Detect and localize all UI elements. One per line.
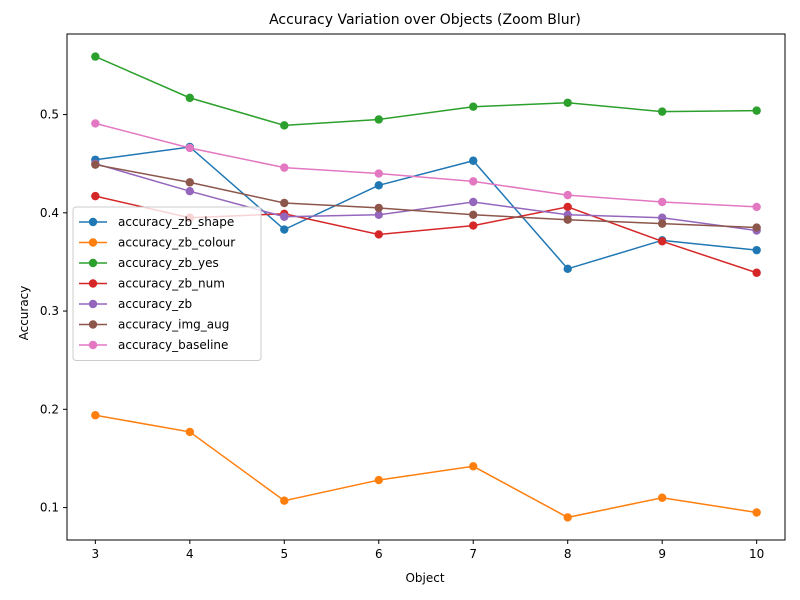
y-tick-label: 0.4	[40, 206, 59, 220]
data-point-accuracy_img_aug	[563, 215, 572, 224]
data-point-accuracy_zb_colour	[469, 462, 478, 471]
data-point-accuracy_img_aug	[657, 219, 667, 228]
data-point-accuracy_zb_colour	[280, 496, 289, 505]
legend-marker-accuracy_zb_shape	[88, 217, 98, 227]
y-tick-label: 0.5	[40, 108, 59, 122]
data-point-accuracy_zb_yes	[657, 107, 667, 116]
data-point-accuracy_zb_colour	[563, 513, 572, 522]
series-line-accuracy_zb_shape	[95, 146, 757, 270]
data-point-accuracy_zb_colour	[374, 475, 383, 485]
data-point-accuracy_zb_yes	[563, 98, 572, 107]
data-point-accuracy_img_aug	[469, 210, 478, 219]
data-point-accuracy_zb_yes	[374, 115, 383, 124]
data-point-accuracy_zb_colour	[657, 493, 667, 502]
data-point-accuracy_baseline	[91, 119, 100, 128]
series-accuracy_img_aug	[91, 160, 761, 232]
data-point-accuracy_zb	[469, 197, 478, 207]
data-point-accuracy_zb_yes	[185, 93, 195, 103]
legend-label-accuracy_zb_shape: accuracy_zb_shape	[118, 215, 234, 229]
x-tick-label: 3	[92, 547, 100, 561]
data-point-accuracy_zb_shape	[752, 245, 761, 255]
data-point-accuracy_img_aug	[752, 223, 761, 232]
legend-label-accuracy_zb_colour: accuracy_zb_colour	[118, 236, 235, 250]
legend-marker-accuracy_zb_num	[88, 279, 98, 288]
data-point-accuracy_zb	[185, 187, 195, 196]
legend-label-accuracy_zb_num: accuracy_zb_num	[118, 277, 225, 291]
series-accuracy_baseline	[91, 119, 761, 212]
data-point-accuracy_baseline	[563, 190, 572, 200]
data-point-accuracy_zb_yes	[469, 102, 478, 111]
y-tick-label: 0.2	[40, 402, 59, 416]
legend-label-accuracy_img_aug: accuracy_img_aug	[118, 318, 229, 332]
legend-marker-accuracy_zb	[88, 299, 98, 309]
series-line-accuracy_zb_yes	[95, 55, 757, 127]
data-point-accuracy_zb_shape	[563, 264, 572, 274]
data-point-accuracy_zb_colour	[185, 427, 195, 437]
x-tick-label: 6	[375, 547, 383, 561]
series-line-accuracy_zb_colour	[95, 414, 757, 519]
y-tick-label: 0.1	[40, 501, 59, 515]
data-point-accuracy_zb_shape	[280, 225, 289, 234]
data-point-accuracy_zb_num	[374, 230, 383, 239]
series-accuracy_zb	[91, 159, 761, 235]
data-point-accuracy_img_aug	[280, 198, 289, 208]
x-axis-label: Object	[405, 571, 444, 585]
data-point-accuracy_zb_colour	[752, 508, 761, 517]
x-tick-label: 7	[469, 547, 477, 561]
data-point-accuracy_baseline	[185, 143, 195, 153]
legend-marker-accuracy_img_aug	[88, 320, 98, 329]
data-point-accuracy_zb_shape	[469, 156, 478, 165]
data-point-accuracy_zb_num	[563, 202, 572, 212]
x-tick-label: 10	[749, 547, 764, 561]
data-point-accuracy_zb_shape	[374, 181, 383, 190]
legend-box	[72, 206, 262, 361]
data-point-accuracy_baseline	[374, 169, 383, 178]
x-tick-label: 9	[658, 547, 666, 561]
data-point-accuracy_zb	[280, 212, 289, 221]
legend-label-accuracy_zb: accuracy_zb	[118, 297, 192, 311]
data-point-accuracy_zb_num	[469, 221, 478, 230]
x-tick-label: 5	[280, 547, 288, 561]
data-point-accuracy_zb_num	[91, 191, 100, 201]
data-point-accuracy_zb_yes	[91, 52, 100, 61]
series-line-accuracy_img_aug	[95, 163, 757, 229]
data-point-accuracy_baseline	[280, 163, 289, 172]
data-point-accuracy_zb	[374, 210, 383, 219]
data-point-accuracy_baseline	[469, 177, 478, 186]
data-point-accuracy_baseline	[752, 202, 761, 212]
data-point-accuracy_img_aug	[185, 178, 195, 187]
data-point-accuracy_img_aug	[374, 203, 383, 213]
series-accuracy_zb_yes	[91, 52, 761, 130]
series-line-accuracy_zb	[95, 162, 757, 232]
data-point-accuracy_zb_num	[752, 268, 761, 277]
data-point-accuracy_zb	[657, 213, 667, 222]
data-point-accuracy_zb_yes	[752, 106, 761, 115]
chart-title: Accuracy Variation over Objects (Zoom Bl…	[269, 12, 581, 28]
data-point-accuracy_zb_colour	[91, 411, 100, 420]
data-point-accuracy_img_aug	[91, 160, 100, 169]
legend: accuracy_zb_shape accuracy_zb_colouraccur…	[72, 206, 262, 361]
y-axis-label: Accuracy	[17, 286, 31, 341]
y-tick-label: 0.3	[40, 304, 59, 318]
legend-label-accuracy_zb_yes: accuracy_zb_yes	[118, 256, 219, 270]
axes-frame	[66, 33, 786, 541]
legend-marker-accuracy_zb_yes	[88, 258, 98, 268]
data-point-accuracy_zb_yes	[280, 121, 289, 130]
plot-area: 3 4 5 6 7 8 9 10 0.1 0.2 0.3 0.4 0.5	[40, 33, 786, 561]
data-point-accuracy_baseline	[657, 197, 667, 207]
x-tick-label: 4	[186, 547, 194, 561]
series-accuracy_zb_colour	[91, 411, 761, 522]
x-tick-label: 8	[564, 547, 572, 561]
series-line-accuracy_baseline	[95, 122, 757, 208]
legend-marker-accuracy_baseline	[88, 340, 98, 350]
data-point-accuracy_zb_num	[657, 237, 667, 246]
legend-label-accuracy_baseline: accuracy_baseline	[118, 338, 228, 352]
legend-marker-accuracy_zb_colour	[88, 238, 98, 247]
